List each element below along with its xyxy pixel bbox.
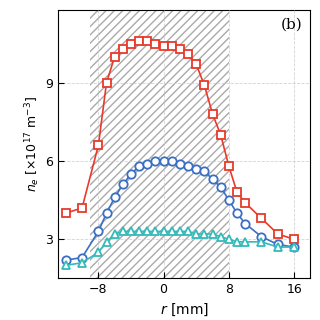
Y-axis label: $n_e$ [$\times$10$^{17}$ m$^{-3}$]: $n_e$ [$\times$10$^{17}$ m$^{-3}$]	[23, 96, 42, 192]
X-axis label: $r$ [mm]: $r$ [mm]	[160, 302, 208, 318]
Text: (b): (b)	[281, 18, 303, 32]
